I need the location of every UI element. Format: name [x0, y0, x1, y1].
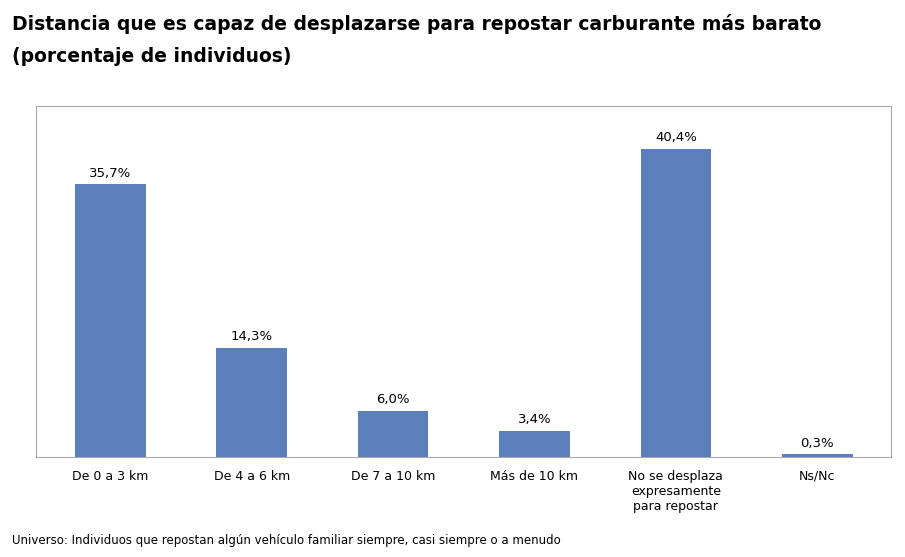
- Text: 3,4%: 3,4%: [518, 413, 551, 426]
- Text: Universo: Individuos que repostan algún vehículo familiar siempre, casi siempre : Universo: Individuos que repostan algún …: [12, 534, 560, 547]
- Bar: [782, 455, 853, 457]
- Bar: [500, 431, 570, 457]
- Text: 14,3%: 14,3%: [231, 330, 272, 343]
- Text: 40,4%: 40,4%: [655, 131, 697, 144]
- Bar: [216, 348, 287, 457]
- Text: (porcentaje de individuos): (porcentaje de individuos): [12, 47, 291, 66]
- Bar: [641, 149, 711, 457]
- Text: 6,0%: 6,0%: [376, 393, 410, 407]
- Text: 0,3%: 0,3%: [800, 437, 834, 450]
- Text: 35,7%: 35,7%: [90, 167, 131, 180]
- Bar: [75, 184, 146, 457]
- Text: Distancia que es capaz de desplazarse para repostar carburante más barato: Distancia que es capaz de desplazarse pa…: [12, 14, 821, 34]
- Bar: [357, 411, 428, 457]
